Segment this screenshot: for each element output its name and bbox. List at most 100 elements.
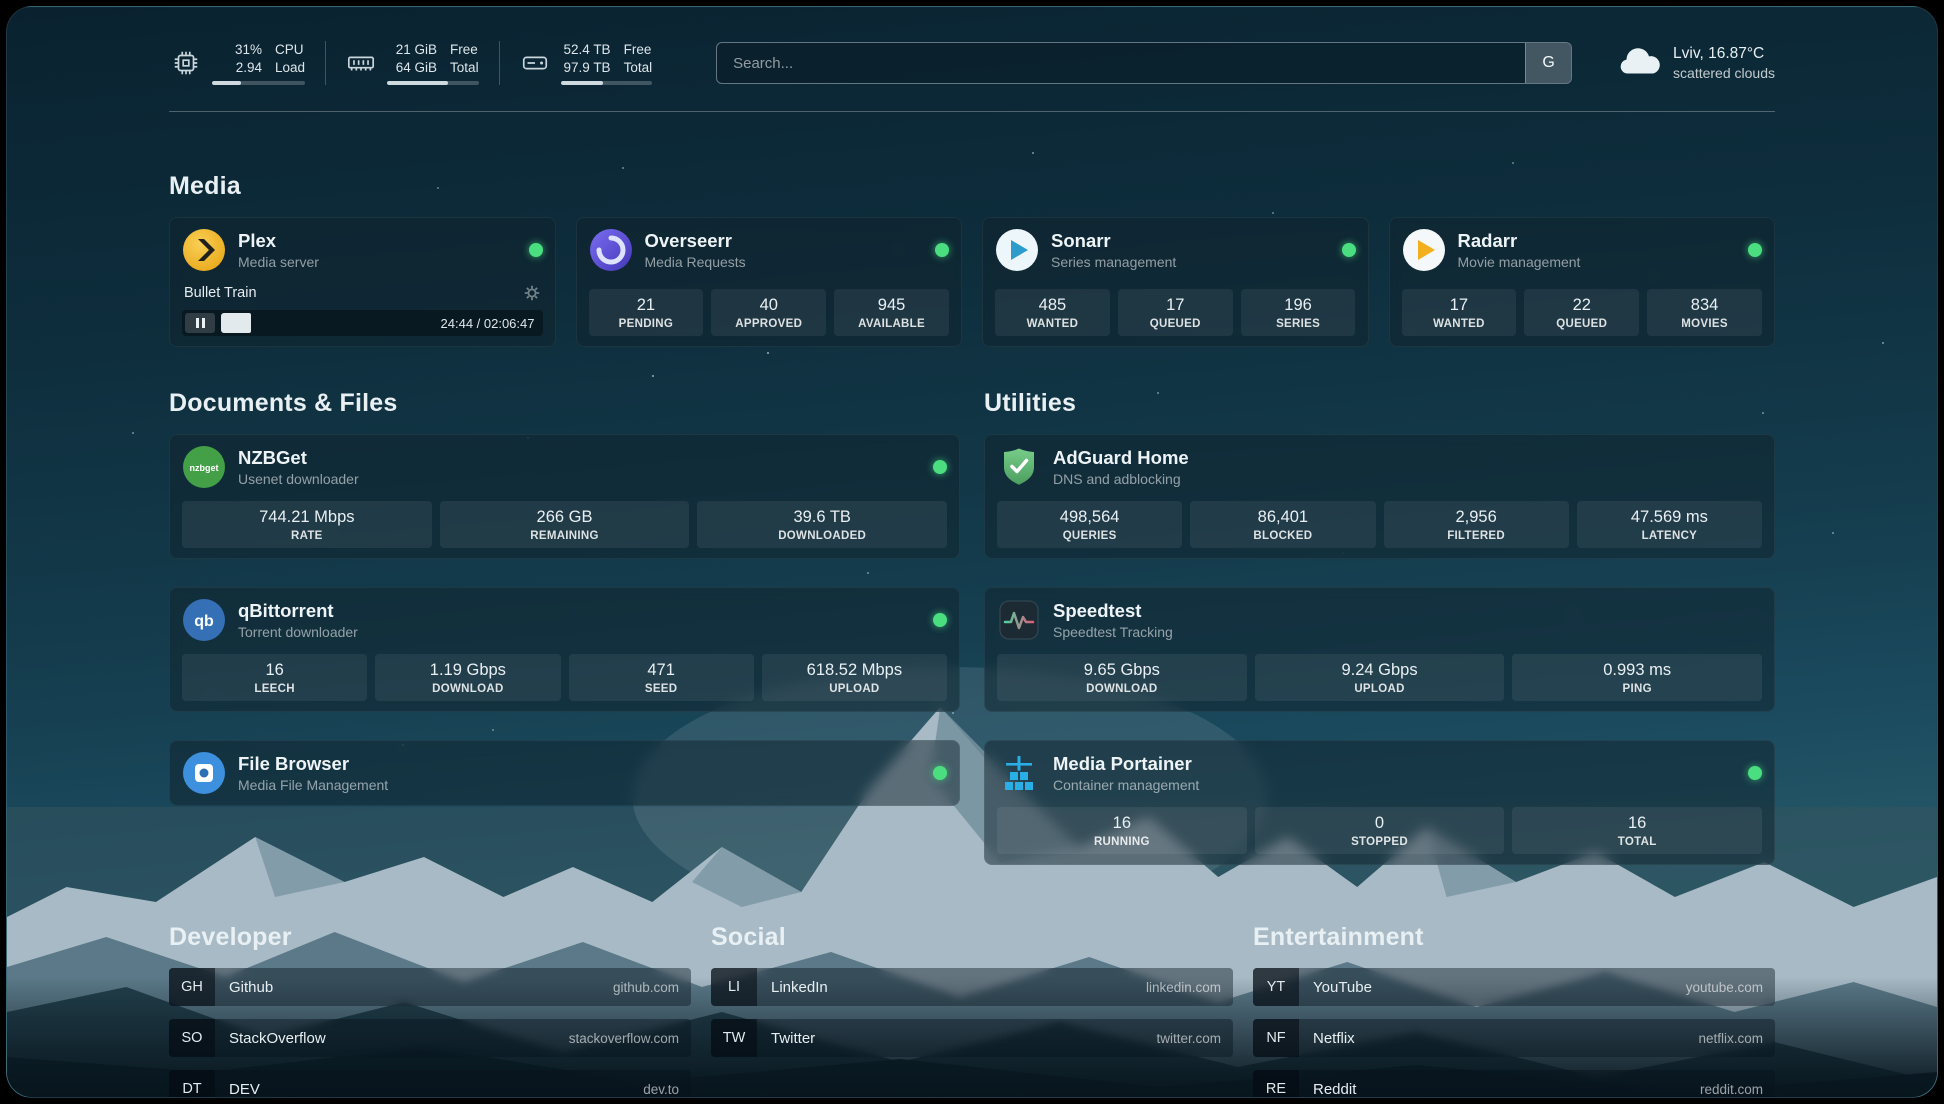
service-card-speedtest[interactable]: Speedtest Speedtest Tracking 9.65 Gbps D… [984, 587, 1775, 713]
service-name: AdGuard Home [1053, 447, 1189, 469]
stat-label: PING [1622, 683, 1652, 696]
bookmark-twitter[interactable]: TW Twitter twitter.com [711, 1019, 1233, 1058]
service-card-media-portainer[interactable]: Media Portainer Container management 16 … [984, 740, 1775, 866]
playback-time: 24:44 / 02:06:47 [440, 315, 535, 331]
now-playing-title: Bullet Train [184, 285, 257, 302]
memory-total-label: Total [450, 59, 479, 75]
stat-value: 86,401 [1257, 508, 1309, 527]
stat-value: 485 [1038, 296, 1067, 315]
group-title-developer: Developer [169, 923, 292, 952]
pause-button[interactable] [185, 313, 215, 334]
stat-label: LEECH [254, 683, 295, 696]
stat-label: WANTED [1026, 318, 1079, 331]
bookmark-netflix[interactable]: NF Netflix netflix.com [1253, 1019, 1775, 1058]
search-input[interactable] [716, 42, 1573, 85]
stat-label: RUNNING [1093, 836, 1150, 849]
group-title-documents-files: Documents & Files [169, 389, 398, 418]
stat-value: 17 [1166, 296, 1185, 315]
plex-icon [182, 228, 226, 272]
service-card-file-browser[interactable]: File Browser Media File Management [169, 740, 960, 807]
bookmark-dev[interactable]: DT DEV dev.to [169, 1070, 691, 1098]
resource-widgets: 31% 2.94 CPU Load [169, 41, 672, 86]
qbittorrent-icon: qb [182, 598, 226, 642]
service-name: Media Portainer [1053, 753, 1192, 775]
stat-label: RATE [291, 530, 323, 543]
stat-box: 39.6 TB DOWNLOADED [697, 501, 948, 549]
bookmark-youtube[interactable]: YT YouTube youtube.com [1253, 968, 1775, 1007]
radarr-icon [1402, 228, 1446, 272]
group-title-entertainment: Entertainment [1253, 923, 1424, 952]
bookmark-linkedin[interactable]: LI LinkedIn linkedin.com [711, 968, 1233, 1007]
overseerr-icon [589, 228, 633, 272]
stat-value: 744.21 Mbps [259, 508, 355, 527]
bookmark-abbr: NF [1253, 1019, 1299, 1058]
stat-box: 744.21 Mbps RATE [182, 501, 432, 549]
stat-label: STOPPED [1351, 836, 1408, 849]
stat-value: 47.569 ms [1630, 508, 1708, 527]
bookmark-abbr: GH [169, 968, 215, 1007]
bookmark-name: Reddit [1313, 1080, 1357, 1098]
svg-text:nzbget: nzbget [190, 463, 219, 473]
cpu-load: 2.94 [235, 59, 262, 75]
stat-value: 17 [1449, 296, 1469, 315]
bookmark-reddit[interactable]: RE Reddit reddit.com [1253, 1070, 1775, 1098]
service-card-sonarr[interactable]: Sonarr Series management 485 WANTED 17 Q… [982, 217, 1369, 348]
stat-label: PENDING [618, 318, 674, 331]
stat-label: SERIES [1276, 318, 1321, 331]
stat-box: 266 GB REMAINING [439, 501, 690, 549]
search-bar: G [716, 42, 1573, 85]
memory-free: 21 GiB [395, 42, 438, 57]
service-card-qbittorrent[interactable]: qb qBittorrent Torrent downloader [169, 587, 960, 713]
playback-progress-bar[interactable] [221, 313, 435, 334]
stat-value: 498,564 [1059, 508, 1120, 527]
dashboard-content: 31% 2.94 CPU Load [7, 7, 1937, 1097]
service-name: File Browser [238, 753, 350, 775]
weather-widget[interactable]: Lviv, 16.87°C scattered clouds [1616, 44, 1775, 83]
gear-icon[interactable] [523, 284, 541, 302]
stat-label: MOVIES [1681, 318, 1728, 331]
disk-total: 97.9 TB [563, 59, 611, 75]
stat-label: QUEUED [1149, 318, 1201, 331]
status-indicator [933, 613, 947, 628]
stat-value: 40 [759, 296, 778, 315]
stat-box: 196 SERIES [1240, 289, 1356, 337]
stat-value: 21 [636, 296, 656, 315]
disk-total-label: Total [623, 59, 653, 75]
group-title-social: Social [711, 923, 786, 952]
stat-label: DOWNLOADED [778, 530, 867, 543]
service-card-plex[interactable]: Plex Media server Bullet Train [169, 217, 556, 348]
group-title-utilities: Utilities [984, 389, 1077, 418]
service-description: Media File Management [238, 776, 389, 793]
service-name: NZBGet [238, 447, 307, 469]
service-card-adguard-home[interactable]: AdGuard Home DNS and adblocking 498,564 … [984, 434, 1775, 560]
stat-box: 498,564 QUERIES [997, 501, 1183, 549]
service-description: Speedtest Tracking [1053, 623, 1173, 640]
stat-box: 16 TOTAL [1512, 807, 1763, 855]
stat-value: 16 [265, 661, 284, 680]
service-card-overseerr[interactable]: Overseerr Media Requests 21 PENDING 40 A… [575, 217, 962, 348]
cpu-percent: 31% [234, 42, 262, 57]
group-media: Media [169, 172, 1775, 348]
adguard-icon [997, 445, 1041, 489]
bookmark-name: Netflix [1313, 1029, 1355, 1047]
search-provider-button[interactable]: G [1525, 43, 1572, 84]
disk-free: 52.4 TB [563, 42, 611, 57]
stat-box: 16 RUNNING [997, 807, 1247, 855]
memory-free-label: Free [450, 42, 478, 57]
bookmark-abbr: RE [1253, 1070, 1299, 1097]
bookmark-name: StackOverflow [229, 1029, 326, 1047]
stat-box: 0.993 ms PING [1512, 654, 1763, 702]
service-name: Radarr [1457, 230, 1518, 252]
bookmark-name: DEV [229, 1080, 260, 1098]
bookmark-abbr: SO [169, 1019, 215, 1058]
service-card-radarr[interactable]: Radarr Movie management 17 WANTED 22 QUE… [1388, 217, 1775, 348]
service-card-nzbget[interactable]: nzbget NZBGet Usenet downloader 74 [169, 434, 960, 560]
stat-value: 945 [877, 296, 906, 315]
bookmark-github[interactable]: GH Github github.com [169, 968, 691, 1007]
stat-box: 40 APPROVED [711, 289, 827, 337]
status-indicator [933, 460, 947, 475]
file-browser-icon [182, 751, 226, 795]
stat-label: QUERIES [1062, 530, 1117, 543]
group-documents-files: Documents & Files nzbget [169, 389, 960, 865]
bookmark-stackoverflow[interactable]: SO StackOverflow stackoverflow.com [169, 1019, 691, 1058]
